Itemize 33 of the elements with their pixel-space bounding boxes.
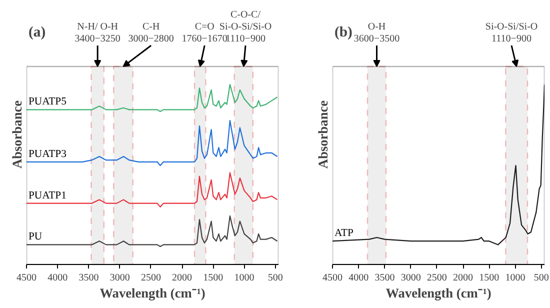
band-label: N-H/ O-H 3400−3250 xyxy=(74,21,120,44)
x-tick-label: 1000 xyxy=(234,272,254,284)
band-label: C-H 3000−2800 xyxy=(128,21,174,44)
band-label: O-H 3600−3500 xyxy=(354,21,400,44)
x-tick-label: 4000 xyxy=(48,272,68,284)
x-axis-title: Wavelength (cm⁻¹) xyxy=(386,286,492,300)
x-tick-label: 4500 xyxy=(322,272,342,284)
x-tick-label: 2500 xyxy=(426,272,447,284)
chart-title: (a) xyxy=(28,24,46,40)
x-axis-title: Wavelength (cm⁻¹) xyxy=(100,286,206,300)
x-tick-label: 1000 xyxy=(505,272,526,284)
x-tick-label: 4000 xyxy=(348,272,369,284)
y-axis-title: Absorbance xyxy=(10,100,24,169)
x-tick-label: 4500 xyxy=(16,272,36,284)
x-tick-label: 3000 xyxy=(110,272,130,284)
x-tick-label: 3000 xyxy=(400,272,421,284)
series-label: PUATP3 xyxy=(28,148,66,160)
x-tick-label: 500 xyxy=(534,272,549,284)
x-tick-label: 500 xyxy=(268,272,283,284)
series-label: PUATP1 xyxy=(28,190,66,202)
x-tick-label: 2000 xyxy=(453,272,474,284)
y-axis-title: Absorbance xyxy=(316,100,330,169)
x-tick-label: 2000 xyxy=(172,272,192,284)
x-tick-label: 3500 xyxy=(78,272,99,284)
series-label: PU xyxy=(28,232,42,243)
band-label: Si-O-Si/Si-O 1110−900 xyxy=(485,21,538,44)
x-tick-label: 2500 xyxy=(140,272,161,284)
x-tick-label: 1500 xyxy=(203,272,224,284)
x-tick-label: 1500 xyxy=(479,272,500,284)
x-tick-label: 3500 xyxy=(374,272,395,284)
series-label: ATP xyxy=(334,228,354,240)
series-label: PUATP5 xyxy=(28,96,66,108)
chart-title: (b) xyxy=(334,24,353,40)
